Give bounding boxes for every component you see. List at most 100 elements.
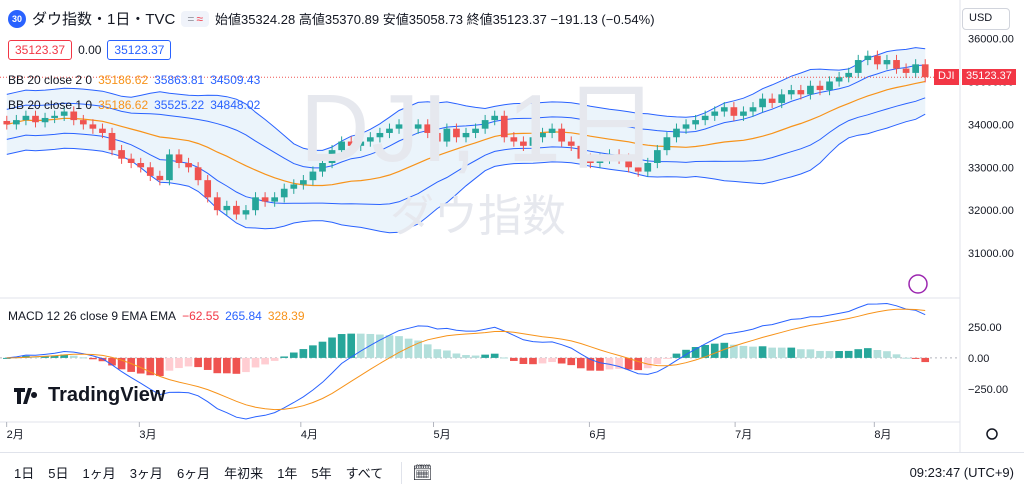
macd-hist-bar xyxy=(548,357,556,363)
macd-legend[interactable]: MACD 12 26 close 9 EMA EMA −62.55 265.84… xyxy=(8,309,305,323)
range-1m[interactable]: 1ヶ月 xyxy=(82,466,116,481)
settings-gear-icon[interactable] xyxy=(986,428,998,440)
candle-body xyxy=(233,205,240,215)
candle-body xyxy=(912,64,919,73)
y-tick-label: 36000.00 xyxy=(968,34,1014,46)
symbol-title[interactable]: ダウ指数・1日・TVC xyxy=(32,11,176,28)
macd-hist-bar xyxy=(567,357,576,366)
candle-body xyxy=(60,111,68,116)
candle-body xyxy=(644,163,652,172)
macd-hist-bar xyxy=(299,349,308,358)
buy-price[interactable]: 35123.37 xyxy=(107,40,172,60)
macd-hist-bar xyxy=(156,357,164,377)
macd-hist-bar xyxy=(175,357,183,369)
range-1d[interactable]: 1日 xyxy=(14,466,35,481)
macd-hist-bar xyxy=(519,357,528,364)
chip-equal-icon: = xyxy=(187,11,195,26)
range-5d[interactable]: 5日 xyxy=(48,466,69,481)
bb-upper-2 xyxy=(6,47,926,151)
candle-body xyxy=(653,150,661,163)
macd-hist-bar xyxy=(672,353,681,358)
toolbar-divider xyxy=(401,461,403,484)
candle-body xyxy=(79,120,87,125)
macd-hist-bar xyxy=(251,357,260,368)
candle-body xyxy=(816,85,824,91)
date-range-icon[interactable]: 🗓 xyxy=(412,464,433,482)
chart-canvas[interactable]: 36000.0035000.0034000.0033000.0032000.00… xyxy=(0,0,1024,452)
candle-body xyxy=(271,197,279,202)
name-watermark: ダウ指数 xyxy=(390,192,566,241)
candle-body xyxy=(548,128,556,133)
candle-body xyxy=(835,77,843,82)
bb-lower-1 xyxy=(6,97,926,206)
macd-hist-bar xyxy=(433,349,442,358)
candle-body xyxy=(89,124,97,129)
range-1y[interactable]: 1年 xyxy=(277,466,298,481)
currency-select[interactable]: USD xyxy=(962,8,1010,30)
candle-body xyxy=(845,72,853,78)
candle-body xyxy=(481,120,489,129)
candle-body xyxy=(615,154,623,159)
macd-hist-bar xyxy=(41,356,49,358)
range-ytd[interactable]: 年初来 xyxy=(224,466,264,481)
candle-body xyxy=(596,158,604,163)
macd-hist-bar xyxy=(309,345,317,358)
candle-body xyxy=(166,154,173,181)
macd-hist-bar xyxy=(624,357,633,370)
x-tick-label: 6月 xyxy=(589,429,606,441)
macd-hist-bar xyxy=(490,353,499,358)
range-all[interactable]: すべて xyxy=(345,466,384,481)
candle-body xyxy=(357,141,365,146)
macd-hist-bar xyxy=(605,357,614,370)
candle-body xyxy=(520,141,527,146)
candle-body xyxy=(414,124,422,129)
candle-body xyxy=(99,128,106,133)
x-tick-label: 7月 xyxy=(735,429,752,441)
bb-basis xyxy=(6,80,926,187)
macd-hist-bar xyxy=(79,357,88,359)
last-price-label: 35123.37 xyxy=(962,69,1016,86)
candle-body xyxy=(252,197,259,211)
macd-hist-bar xyxy=(404,338,413,358)
macd-hist-bar xyxy=(136,357,145,374)
candle-body xyxy=(529,137,537,146)
candle-body xyxy=(366,137,374,142)
macd-hist-bar xyxy=(213,357,222,374)
compare-chip[interactable]: = ≈ xyxy=(181,10,209,27)
candle-body xyxy=(893,60,900,69)
candle-body xyxy=(204,180,212,198)
macd-hist-bar xyxy=(2,357,11,359)
candle-body xyxy=(663,137,671,151)
macd-hist-bar xyxy=(376,334,384,358)
macd-hist-bar xyxy=(529,357,537,365)
macd-hist-bar xyxy=(500,357,509,359)
candle-body xyxy=(223,205,231,211)
candle-body xyxy=(587,158,594,163)
macd-hist-bar xyxy=(242,357,250,373)
range-3m[interactable]: 3ヶ月 xyxy=(129,466,163,481)
macd-hist-bar xyxy=(203,357,212,370)
y-tick-label: 34000.00 xyxy=(968,119,1014,131)
macd-hist-bar xyxy=(768,347,776,358)
macd-hist-bar xyxy=(146,357,155,376)
range-5y[interactable]: 5年 xyxy=(311,466,332,481)
candle-body xyxy=(740,111,747,116)
macd-hist-bar xyxy=(720,342,729,358)
range-6m[interactable]: 6ヶ月 xyxy=(176,466,211,481)
bb2-legend[interactable]: BB 20 close 1 0 35186.62 35525.22 34848.… xyxy=(8,98,261,112)
candle-body xyxy=(280,188,288,198)
macd-hist-bar xyxy=(749,346,757,358)
tradingview-logo[interactable]: TradingView xyxy=(14,384,165,407)
macd-hist-bar xyxy=(98,357,107,362)
sell-price[interactable]: 35123.37 xyxy=(8,40,73,60)
macd-hist-bar xyxy=(117,357,126,370)
macd-hist-bar xyxy=(663,357,671,359)
candle-body xyxy=(41,117,49,123)
candle-body xyxy=(194,167,202,181)
x-tick-label: 2月 xyxy=(7,429,24,441)
bb1-legend[interactable]: BB 20 close 2 0 35186.62 35863.81 34509.… xyxy=(8,73,261,87)
candle-body xyxy=(22,115,30,121)
candle-body xyxy=(768,98,776,103)
candle-body xyxy=(405,124,412,129)
candle-body xyxy=(701,115,709,121)
